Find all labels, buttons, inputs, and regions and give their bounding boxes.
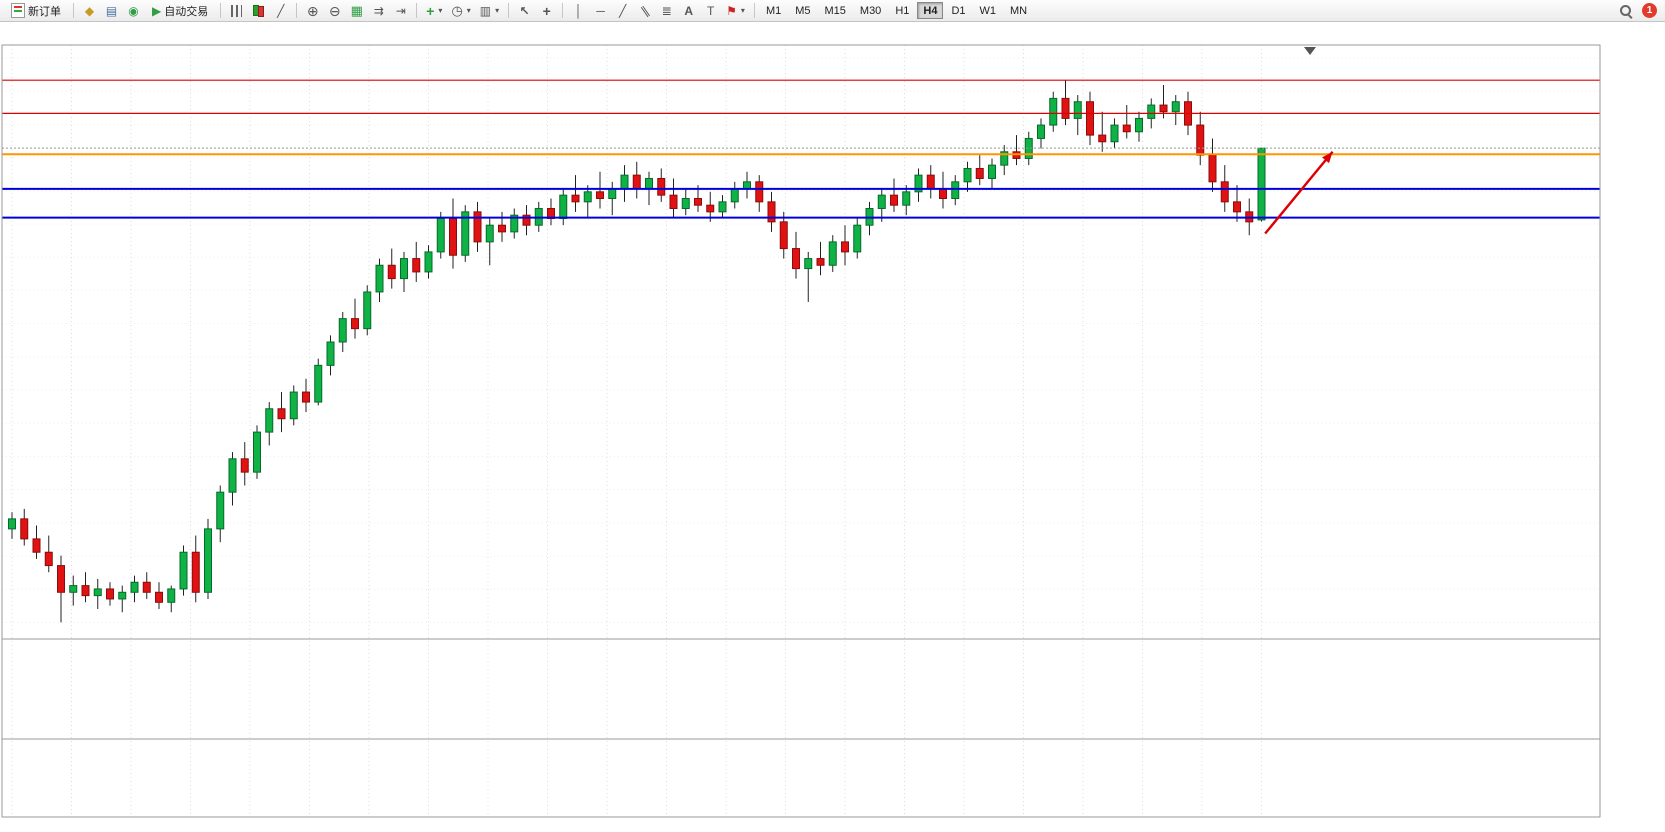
arrows-button[interactable]: ⚑ ▾ [722, 1, 749, 20]
vertical-line-button[interactable]: │ [568, 1, 589, 20]
dropdown-icon: ▾ [438, 6, 443, 15]
dropdown-icon: ▾ [495, 6, 500, 15]
terminal-button[interactable]: ◉ [123, 1, 144, 20]
auto-scroll-button[interactable]: ⇉ [368, 1, 389, 20]
candlestick-chart-icon [252, 4, 265, 17]
timeframe-button-h4[interactable]: H4 [917, 2, 944, 19]
line-chart-button[interactable]: ╱ [270, 1, 291, 20]
timeframe-button-m1[interactable]: M1 [760, 2, 787, 19]
chart-window [0, 22, 1665, 832]
auto-scroll-icon: ⇉ [373, 3, 384, 18]
toolbar: 新订单 ◆ ▤ ◉ ▶ 自动交易 ╱ ⊕ ⊖ ▦ ⇉ ⇥ + ▾ ◷ ▾ ▥ ▾ ↖ … [0, 0, 1665, 22]
horizontal-line-icon: ─ [596, 3, 605, 18]
line-chart-icon: ╱ [277, 3, 285, 18]
arrows-flag-icon: ⚑ [726, 3, 737, 18]
candle-chart-button[interactable] [248, 1, 269, 20]
trendline-button[interactable]: ╱ [612, 1, 633, 20]
periods-clock-icon: ◷ [451, 3, 463, 18]
timeframe-button-m15[interactable]: M15 [819, 2, 852, 19]
navigator-button[interactable]: ▤ [101, 1, 122, 20]
text-button[interactable]: A [678, 1, 699, 20]
add-indicator-icon: + [426, 2, 435, 19]
new-order-label: 新订单 [28, 5, 61, 18]
terminal-icon: ◉ [128, 3, 139, 18]
bar-chart-icon [231, 4, 243, 17]
timeframe-button-mn[interactable]: MN [1004, 2, 1033, 19]
text-icon: A [684, 3, 693, 18]
fibonacci-button[interactable]: ≣ [656, 1, 677, 20]
text-label-icon: T [706, 3, 715, 18]
templates-icon: ▥ [479, 3, 492, 18]
level-lines-layer [2, 79, 1600, 219]
trend-arrow[interactable] [1264, 151, 1334, 235]
dropdown-icon: ▾ [740, 6, 745, 15]
vertical-line-icon: │ [574, 3, 583, 18]
new-order-icon [11, 3, 25, 18]
periods-button[interactable]: ◷ ▾ [447, 1, 474, 20]
crosshair-button[interactable]: + [536, 1, 557, 20]
separator [296, 3, 298, 18]
dropdown-icon: ▾ [466, 6, 471, 15]
zoom-in-button[interactable]: ⊕ [302, 1, 323, 20]
timeframe-group: M1 M5 M15 M30 H1 H4 D1 W1 MN [760, 2, 1033, 19]
chart-background [0, 22, 1665, 832]
separator [753, 3, 755, 18]
separator [220, 3, 222, 18]
tile-windows-button[interactable]: ▦ [346, 1, 367, 20]
zoom-out-button[interactable]: ⊖ [324, 1, 345, 20]
autotrading-button[interactable]: ▶ 自动交易 [145, 1, 215, 20]
search-icon [1619, 4, 1633, 18]
bar-chart-button[interactable] [226, 1, 247, 20]
horizontal-line-button[interactable]: ─ [590, 1, 611, 20]
channel-button[interactable]: ∥ [634, 1, 655, 20]
timeframe-button-d1[interactable]: D1 [945, 2, 971, 19]
pane-borders [1, 44, 1601, 818]
chart-shift-button[interactable]: ⇥ [390, 1, 411, 20]
chart-shift-marker [1304, 47, 1316, 55]
chart-svg[interactable] [0, 22, 1665, 832]
indicators-button[interactable]: + ▾ [422, 1, 446, 20]
cursor-icon: ↖ [519, 3, 530, 18]
separator [73, 3, 74, 18]
market-watch-icon: ◆ [84, 3, 95, 18]
fibonacci-icon: ≣ [661, 3, 672, 18]
templates-button[interactable]: ▥ ▾ [476, 1, 503, 20]
cursor-button[interactable]: ↖ [514, 1, 535, 20]
separator [562, 3, 564, 18]
separator [416, 3, 418, 18]
trend-line-icon: ╱ [619, 3, 627, 18]
timeframe-button-w1[interactable]: W1 [974, 2, 1003, 19]
zoom-out-icon: ⊖ [328, 2, 341, 19]
autotrading-label: 自动交易 [164, 5, 209, 18]
timeframe-button-m5[interactable]: M5 [789, 2, 816, 19]
new-order-button[interactable]: 新订单 [4, 1, 68, 20]
market-watch-button[interactable]: ◆ [79, 1, 100, 20]
autotrading-play-icon: ▶ [152, 3, 162, 18]
tile-windows-icon: ▦ [350, 3, 363, 18]
chart-shift-icon: ⇥ [395, 3, 406, 18]
navigator-icon: ▤ [105, 3, 118, 18]
timeframe-button-h1[interactable]: H1 [889, 2, 915, 19]
text-label-button[interactable]: T [700, 1, 721, 20]
timeframe-button-m30[interactable]: M30 [854, 2, 887, 19]
search-button[interactable] [1615, 1, 1637, 20]
notification-badge[interactable]: 1 [1642, 3, 1657, 18]
channel-icon: ∥ [638, 3, 652, 18]
zoom-in-icon: ⊕ [306, 2, 319, 19]
separator [508, 3, 510, 18]
crosshair-icon: + [542, 2, 551, 19]
